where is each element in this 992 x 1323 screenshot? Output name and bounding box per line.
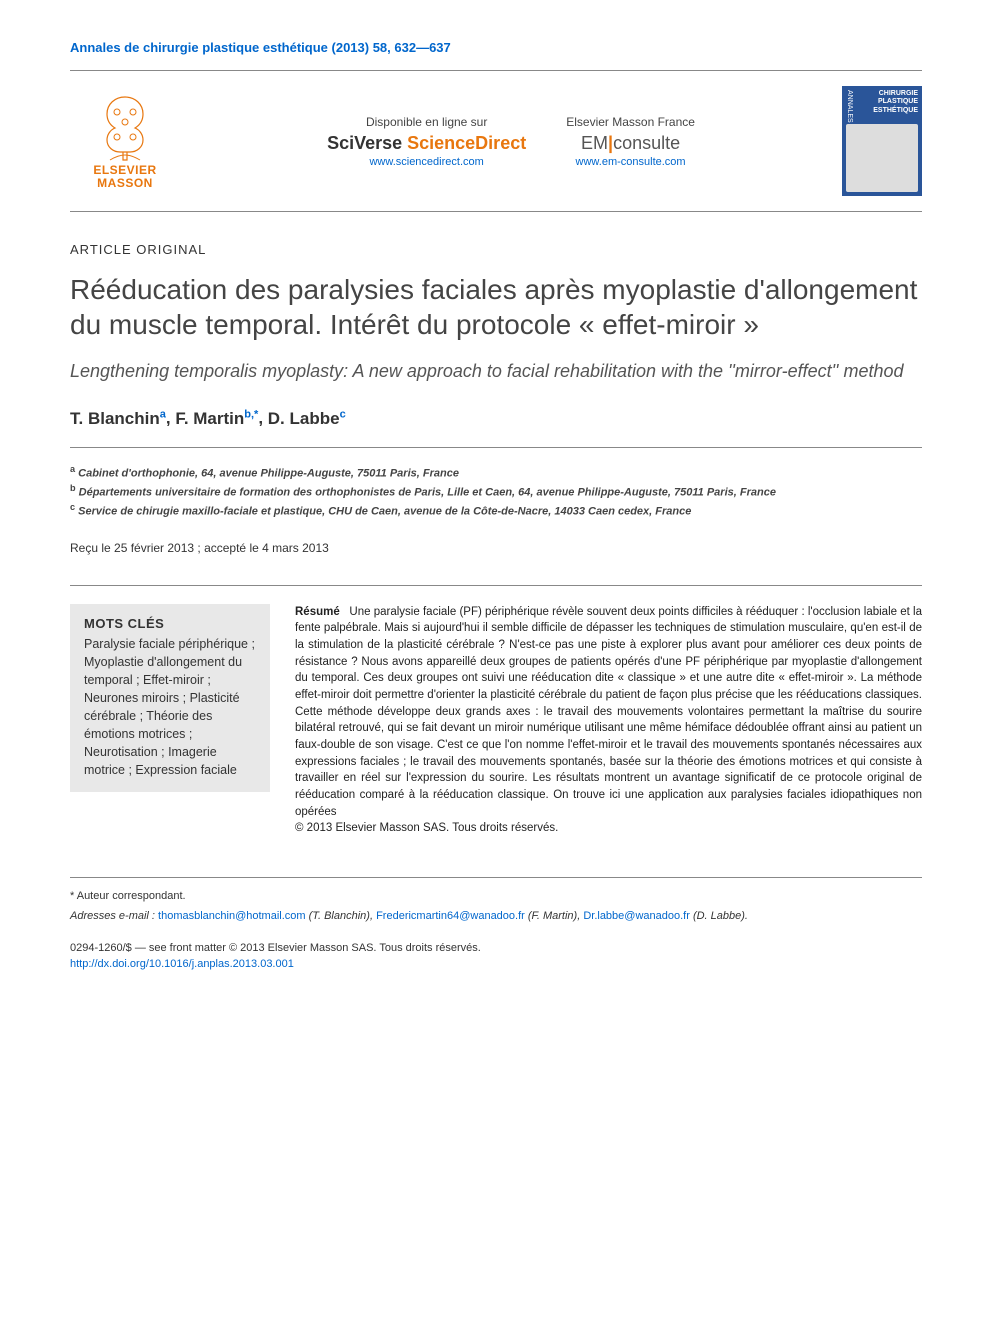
header-col-sciencedirect: Disponible en ligne sur SciVerse Science… xyxy=(327,115,526,168)
keywords-list: Paralysie faciale périphérique ; Myoplas… xyxy=(84,635,256,780)
corresponding-author: * Auteur correspondant. xyxy=(70,888,922,905)
footer-bottom: 0294-1260/$ — see front matter © 2013 El… xyxy=(70,940,922,973)
header-center: Disponible en ligne sur SciVerse Science… xyxy=(200,115,822,168)
email-link[interactable]: thomasblanchin@hotmail.com xyxy=(158,910,306,922)
available-label: Disponible en ligne sur xyxy=(327,115,526,129)
journal-reference: Annales de chirurgie plastique esthétiqu… xyxy=(70,40,922,55)
header-col-emconsulte: Elsevier Masson France EM|consulte www.e… xyxy=(566,115,695,168)
abstract-label: Résumé xyxy=(295,606,340,618)
issn-line: 0294-1260/$ — see front matter © 2013 El… xyxy=(70,940,922,957)
author: F. Martinb,* xyxy=(175,409,258,428)
article-type: ARTICLE ORIGINAL xyxy=(70,242,922,257)
journal-cover: ANNALES CHIRURGIE PLASTIQUE ESTHÉTIQUE xyxy=(842,86,922,196)
em-consulte-logo: EM|consulte xyxy=(566,133,695,154)
elsevier-tree-icon xyxy=(95,92,155,162)
emails-line: Adresses e-mail : thomasblanchin@hotmail… xyxy=(70,908,922,925)
cover-image xyxy=(846,124,918,192)
doi-link[interactable]: http://dx.doi.org/10.1016/j.anplas.2013.… xyxy=(70,956,922,973)
cover-annales: ANNALES xyxy=(846,90,853,120)
footer: * Auteur correspondant. Adresses e-mail … xyxy=(70,877,922,973)
abstract-text: Une paralysie faciale (PF) périphérique … xyxy=(295,606,922,818)
header-banner: ELSEVIER MASSON Disponible en ligne sur … xyxy=(70,70,922,212)
content-row: MOTS CLÉS Paralysie faciale périphérique… xyxy=(70,585,922,837)
email-link[interactable]: Fredericmartin64@wanadoo.fr xyxy=(376,910,525,922)
emconsulte-url[interactable]: www.em-consulte.com xyxy=(566,156,695,168)
keywords-title: MOTS CLÉS xyxy=(84,616,256,631)
abstract-copyright: © 2013 Elsevier Masson SAS. Tous droits … xyxy=(295,822,558,834)
affiliation: a Cabinet d'orthophonie, 64, avenue Phil… xyxy=(70,463,922,482)
abstract: Résumé Une paralysie faciale (PF) périph… xyxy=(295,604,922,837)
affiliation: c Service de chirugie maxillo-faciale et… xyxy=(70,501,922,520)
dates: Reçu le 25 février 2013 ; accepté le 4 m… xyxy=(70,541,922,555)
publisher-name: ELSEVIER MASSON xyxy=(93,164,156,190)
affiliations: a Cabinet d'orthophonie, 64, avenue Phil… xyxy=(70,463,922,520)
affiliation: b Départements universitaire de formatio… xyxy=(70,482,922,501)
authors: T. Blanchina, F. Martinb,*, D. Labbec xyxy=(70,408,922,448)
author: T. Blanchina xyxy=(70,409,166,428)
keywords-box: MOTS CLÉS Paralysie faciale périphérique… xyxy=(70,604,270,792)
article-title: Rééducation des paralysies faciales aprè… xyxy=(70,272,922,342)
article-subtitle: Lengthening temporalis myoplasty: A new … xyxy=(70,360,922,383)
publisher-logo: ELSEVIER MASSON xyxy=(70,92,180,190)
sciverse-logo: SciVerse ScienceDirect xyxy=(327,133,526,154)
email-link[interactable]: Dr.labbe@wanadoo.fr xyxy=(583,910,690,922)
masson-label: Elsevier Masson France xyxy=(566,115,695,129)
author: D. Labbec xyxy=(268,409,346,428)
sciencedirect-url[interactable]: www.sciencedirect.com xyxy=(327,156,526,168)
cover-title: CHIRURGIE PLASTIQUE ESTHÉTIQUE xyxy=(856,90,918,120)
